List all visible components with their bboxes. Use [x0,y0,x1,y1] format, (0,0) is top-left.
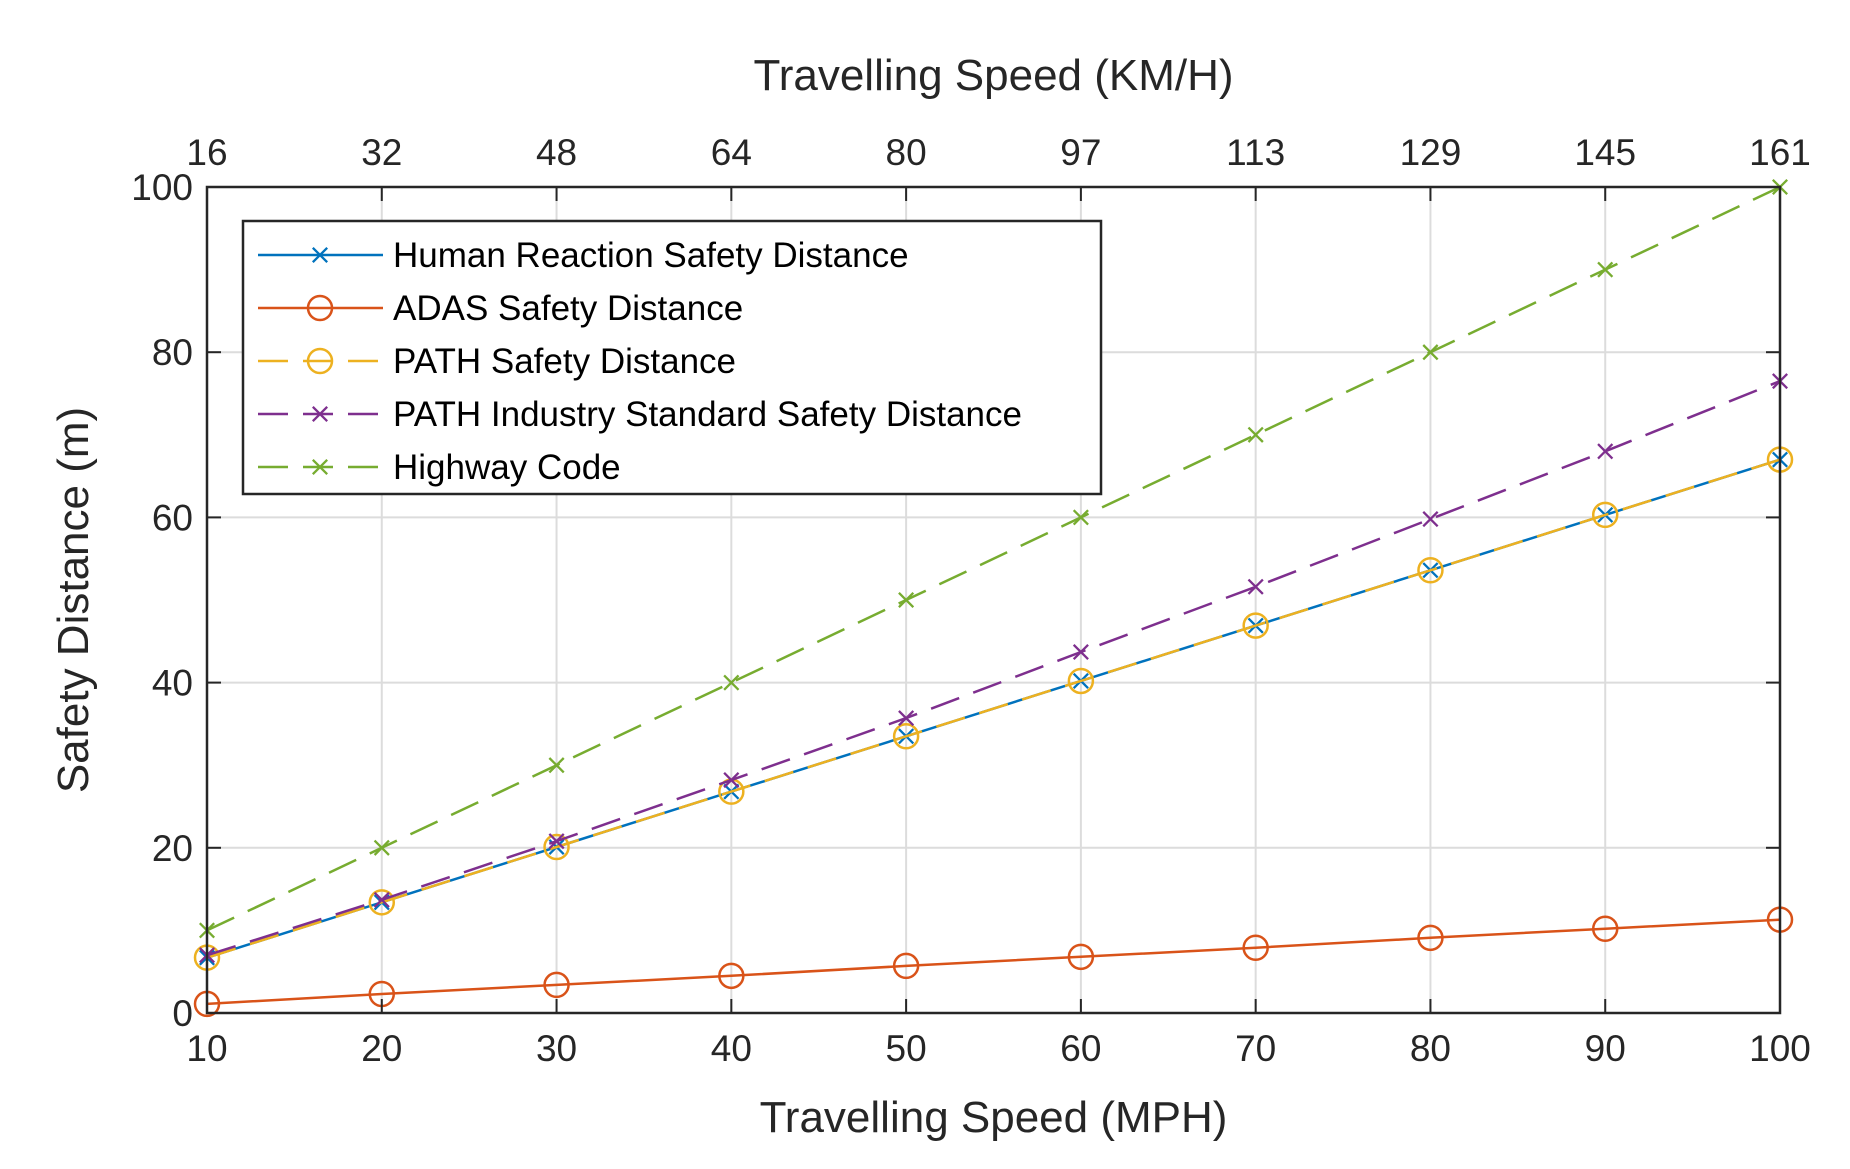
top-tick-label: 48 [536,132,577,173]
legend-label: PATH Safety Distance [393,342,736,381]
circle-marker [306,347,334,375]
top-tick-label: 145 [1574,132,1636,173]
legend-box [241,219,1103,496]
circle-marker [1067,943,1095,971]
x-tick-label: 90 [1585,1028,1626,1069]
series-line [206,185,1781,932]
legend-entry: PATH Industry Standard Safety Distance [258,395,1022,434]
y-tick-label: 40 [152,663,193,704]
x-tick-label: 10 [186,1028,227,1069]
x-tick-label: 100 [1749,1028,1811,1069]
cross-marker [723,674,740,691]
circle-marker [543,833,570,861]
top-tick-label: 161 [1749,132,1811,173]
legend: Human Reaction Safety Distance ADAS Safet… [241,219,1103,496]
circle-marker [718,962,745,990]
series-line [206,918,1781,1006]
y-tick-label: 100 [131,167,193,208]
circle-marker [892,723,920,750]
cross-marker [723,772,740,789]
cross-marker [548,833,565,850]
circle-marker [1591,915,1619,942]
cross-marker [898,710,915,727]
y-tick-label: 20 [152,828,193,869]
y-tick-label: 0 [172,993,193,1034]
legend-label: Human Reaction Safety Distance [393,236,909,275]
circle-marker [543,971,570,999]
y-axis-title: Safety Distance (m) [49,407,98,793]
cross-marker [373,839,390,856]
circle-marker [1242,934,1269,961]
x-tick-label: 60 [1060,1028,1101,1069]
series-4 [198,178,1789,939]
x-tick-label: 40 [711,1028,752,1069]
cross-marker [311,405,329,423]
y-tick-label: 80 [152,332,193,373]
x-tick-label: 20 [361,1028,402,1069]
cross-marker [1422,511,1439,528]
cross-marker [1247,578,1264,595]
x-tick-label: 50 [886,1028,927,1069]
x-tick-label: 80 [1410,1028,1451,1069]
series-line [206,458,1781,959]
circle-marker [306,294,334,322]
top-tick-label: 113 [1226,132,1285,173]
axes-box [205,185,1782,1015]
series-line [206,379,1781,957]
circle-marker [1242,612,1269,639]
top-tick-label: 16 [186,132,227,173]
cross-marker [898,591,915,609]
cross-marker [1597,443,1614,460]
cross-marker [548,757,565,774]
legend-entry: Human Reaction Safety Distance [258,236,909,275]
circle-marker [368,889,396,916]
circle-marker [1067,667,1095,695]
cross-marker [1072,644,1089,661]
top-tick-label: 97 [1060,132,1101,173]
top-tick-label: 80 [886,132,927,173]
series-3 [198,373,1789,964]
top-axis-title: Travelling Speed (KM/H) [753,51,1233,100]
legend-label: Highway Code [393,448,621,487]
top-tick-label: 129 [1400,132,1462,173]
legend-entry: ADAS Safety Distance [258,289,743,328]
cross-marker [311,458,329,476]
circle-marker [1591,501,1619,529]
legend-entry: Highway Code [258,448,621,487]
x-tick-label: 30 [536,1028,577,1069]
circle-marker [892,952,920,980]
legend-entry: PATH Safety Distance [258,342,736,381]
legend-label: ADAS Safety Distance [393,289,743,328]
circle-marker [1417,557,1444,584]
cross-marker [1072,509,1089,526]
cross-marker [373,891,390,908]
x-axis-title: Travelling Speed (MPH) [760,1093,1228,1142]
legend-label: PATH Industry Standard Safety Distance [393,395,1022,434]
cross-marker [1422,344,1439,361]
y-tick-label: 60 [152,497,193,538]
x-tick-label: 70 [1235,1028,1276,1069]
cross-marker [1247,426,1264,443]
cross-marker [1597,261,1614,278]
top-tick-label: 32 [361,132,402,173]
circle-marker [1417,924,1444,952]
top-tick-label: 64 [711,132,752,173]
cross-marker [311,246,329,264]
series-layer [193,178,1794,1018]
series-2 [193,446,1794,971]
